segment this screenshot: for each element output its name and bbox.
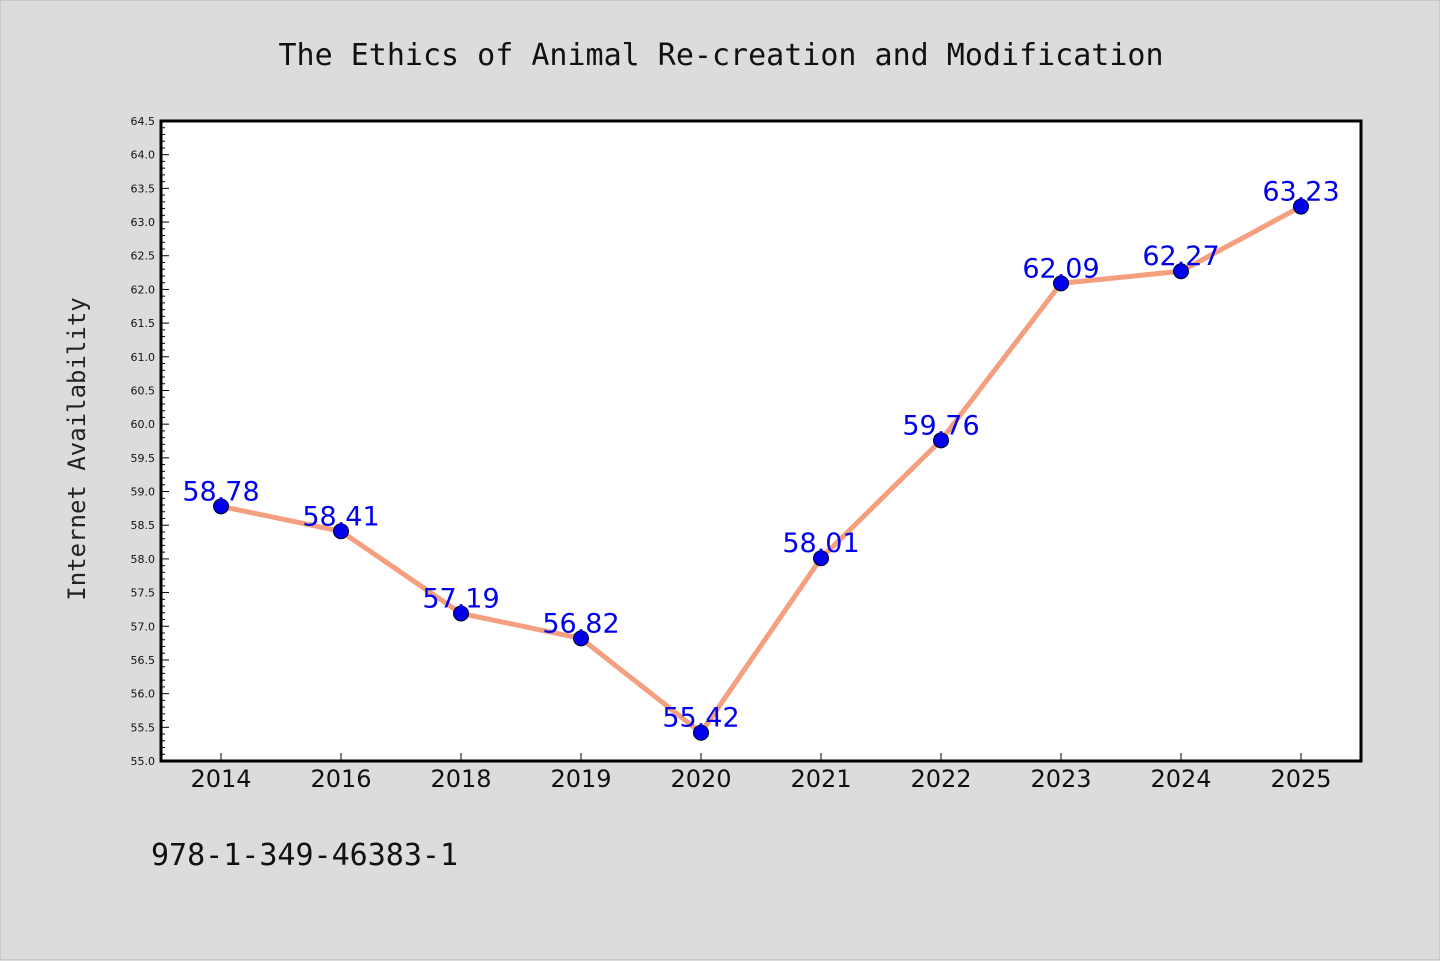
x-tick-label: 2023 (1030, 765, 1091, 793)
data-point (573, 630, 589, 647)
data-point (213, 498, 229, 515)
y-tick-label: 63.0 (131, 216, 156, 229)
y-tick-label: 56.5 (131, 654, 156, 667)
data-labels: 58.78 58.41 57.19 56.82 55.42 58.01 59.76 62.09… (182, 177, 1339, 734)
data-point (1053, 275, 1069, 292)
y-tick-label: 56.0 (131, 688, 156, 701)
plot-frame (159, 119, 1363, 763)
y-axis-ticks: 55.0 55.5 56.0 56.5 57.0 57.5 58.0 58.5 59.0 59.5… (131, 115, 169, 768)
data-point (933, 432, 949, 449)
y-tick-label: 57.5 (131, 587, 156, 600)
data-point (1173, 263, 1189, 280)
chart-title: The Ethics of Animal Re-creation and Mod… (278, 38, 1163, 73)
y-tick-label: 58.0 (131, 553, 156, 566)
x-tick-label: 2014 (190, 765, 251, 793)
y-tick-label: 63.5 (131, 182, 156, 195)
y-tick-label: 62.0 (131, 283, 156, 296)
series-line (218, 204, 1304, 736)
y-tick-label: 55.5 (131, 721, 156, 734)
data-label: 58.01 (782, 528, 859, 559)
x-tick-label: 2019 (550, 765, 611, 793)
x-tick-label: 2024 (1150, 765, 1211, 793)
y-tick-label: 61.0 (131, 351, 156, 364)
data-point (453, 605, 469, 622)
y-tick-label: 61.5 (131, 317, 156, 330)
data-point (693, 724, 709, 741)
x-axis-ticks: 2014 2016 2018 2019 2020 2021 2022 2023 2024 2025 (190, 753, 1332, 793)
y-tick-label: 62.5 (131, 250, 156, 263)
data-label: 62.09 (1022, 253, 1099, 284)
x-tick-label: 2021 (790, 765, 851, 793)
data-label: 56.82 (542, 608, 619, 639)
data-label: 62.27 (1142, 241, 1219, 272)
y-tick-label: 60.5 (131, 384, 156, 397)
y-tick-label: 59.0 (131, 486, 156, 499)
data-point (333, 523, 349, 540)
footer-code: 978-1-349-46383-1 (151, 838, 458, 873)
x-tick-label: 2016 (310, 765, 371, 793)
data-label: 58.41 (302, 501, 379, 532)
plot-area (161, 121, 1361, 761)
data-label: 59.76 (902, 410, 979, 441)
data-point (1293, 198, 1309, 215)
x-tick-label: 2020 (670, 765, 731, 793)
y-axis-label: Internet Availability (63, 297, 91, 600)
x-tick-label: 2025 (1270, 765, 1331, 793)
x-tick-label: 2022 (910, 765, 971, 793)
y-tick-label: 57.0 (131, 620, 156, 633)
y-tick-label: 64.5 (131, 115, 156, 128)
y-tick-label: 64.0 (131, 149, 156, 162)
data-point (813, 550, 829, 567)
x-tick-label: 2018 (430, 765, 491, 793)
y-tick-label: 60.0 (131, 418, 156, 431)
y-tick-label: 58.5 (131, 519, 156, 532)
y-tick-label: 59.5 (131, 452, 156, 465)
data-label: 55.42 (662, 703, 739, 734)
data-points (213, 198, 1309, 741)
data-label: 63.23 (1262, 177, 1339, 208)
data-label: 58.78 (182, 476, 259, 507)
data-label: 57.19 (422, 583, 499, 614)
y-tick-label: 55.0 (131, 755, 156, 768)
